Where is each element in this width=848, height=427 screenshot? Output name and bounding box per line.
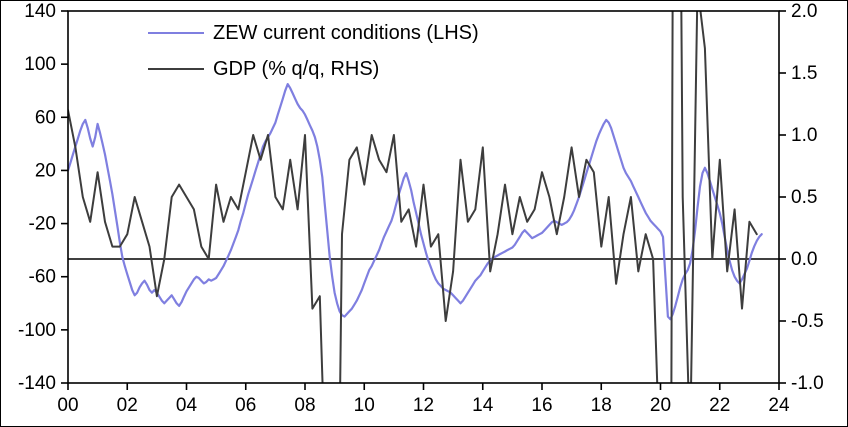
- legend-label-zew: ZEW current conditions (LHS): [213, 21, 479, 44]
- x-tick-label: 14: [472, 395, 494, 416]
- x-tick-label: 18: [591, 395, 612, 416]
- x-tick-label: 10: [354, 395, 375, 416]
- series-line-0: [68, 82, 763, 321]
- legend-item-gdp: GDP (% q/q, RHS): [148, 54, 479, 84]
- y-right-tick-label: -1.0: [791, 373, 824, 394]
- x-tick-label: 24: [768, 395, 790, 416]
- legend-item-zew: ZEW current conditions (LHS): [148, 18, 479, 48]
- y-right-tick-label: 0.0: [791, 249, 817, 270]
- series-line-1: [68, 11, 758, 383]
- x-tick-label: 00: [57, 395, 78, 416]
- y-left-tick-label: 100: [24, 54, 56, 75]
- x-tick-label: 16: [531, 395, 552, 416]
- x-tick-label: 08: [294, 395, 315, 416]
- y-left-tick-label: -20: [29, 214, 56, 235]
- x-tick-label: 20: [650, 395, 671, 416]
- gdp-line-swatch: [148, 68, 204, 70]
- y-right-tick-label: 1.0: [791, 125, 817, 146]
- x-tick-label: 04: [176, 395, 198, 416]
- zew-line-swatch: [148, 32, 204, 34]
- legend: ZEW current conditions (LHS) GDP (% q/q,…: [148, 18, 479, 90]
- y-left-tick-label: 140: [24, 1, 56, 22]
- y-right-tick-label: -0.5: [791, 311, 824, 332]
- y-left-tick-label: 60: [35, 107, 56, 128]
- y-right-tick-label: 1.5: [791, 63, 817, 84]
- y-right-tick-label: 2.0: [791, 1, 817, 22]
- y-left-tick-label: -140: [18, 373, 56, 394]
- y-left-tick-label: -100: [18, 320, 56, 341]
- x-tick-label: 22: [709, 395, 730, 416]
- y-left-tick-label: -60: [29, 267, 56, 288]
- legend-label-gdp: GDP (% q/q, RHS): [213, 57, 380, 80]
- y-right-tick-label: 0.5: [791, 187, 817, 208]
- x-tick-label: 06: [235, 395, 256, 416]
- x-tick-label: 02: [117, 395, 138, 416]
- y-left-tick-label: 20: [35, 160, 56, 181]
- x-tick-label: 12: [413, 395, 434, 416]
